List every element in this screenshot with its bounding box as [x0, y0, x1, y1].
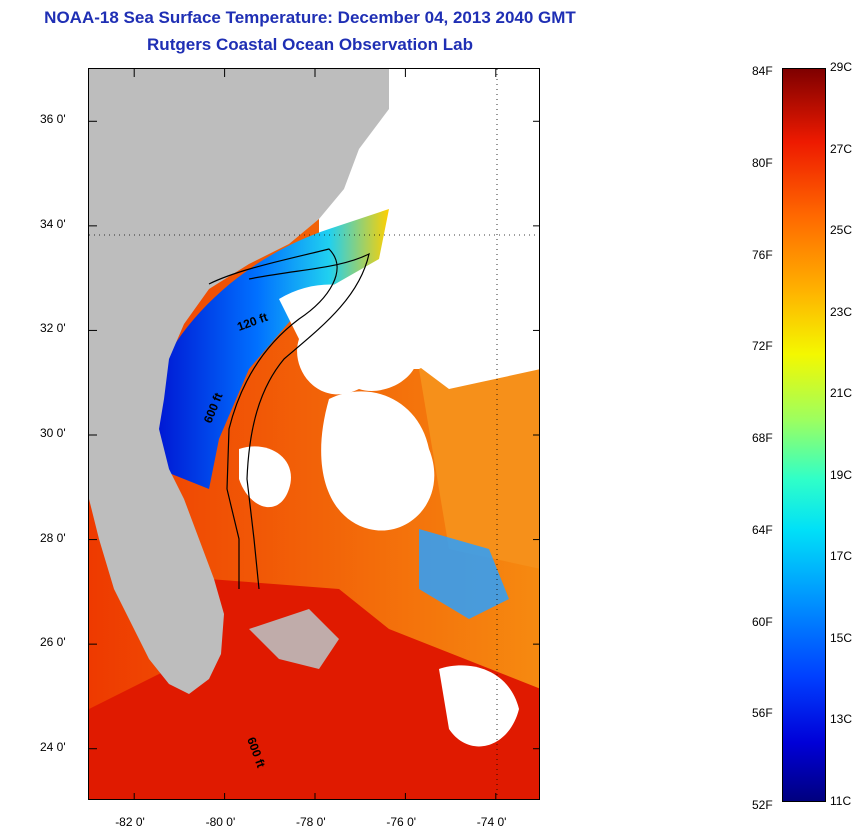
lat-label-4: 28 0' [40, 530, 66, 545]
celsius-label-3: 23C [830, 304, 853, 319]
celsius-label-1: 27C [830, 141, 853, 156]
lat-label-6: 24 0' [40, 739, 66, 754]
fahrenheit-label-1: 80F [752, 155, 773, 170]
lat-label-3: 30 0' [40, 426, 66, 440]
fahrenheit-label-5: 64F [752, 522, 773, 537]
cloud-cover-5 [239, 446, 291, 508]
lon-label-0: -82 0' [115, 815, 145, 829]
lat-label-2: 32 0' [40, 321, 66, 336]
lon-label-1: -80 0' [205, 815, 236, 829]
sst-map: 120 ft 600 ft 600 ft [88, 68, 540, 800]
fahrenheit-label-3: 72F [752, 339, 773, 354]
cold-band [419, 529, 509, 619]
axis-ticks [89, 69, 539, 799]
celsius-label-9: 11C [830, 794, 852, 808]
cloud-cover-3 [389, 259, 539, 389]
contour-600ft [246, 252, 370, 590]
lon-label-4: -74 0' [476, 815, 507, 829]
sst-map-svg: 120 ft 600 ft 600 ft [89, 69, 539, 799]
lon-label-3: -76 0' [386, 815, 417, 829]
cloud-cover-2 [321, 391, 435, 531]
gulf-stream-warm [89, 579, 539, 799]
celsius-label-8: 13C [830, 712, 853, 727]
fahrenheit-label-2: 76F [752, 247, 773, 262]
fahrenheit-label-6: 60F [752, 614, 773, 629]
cold-shelf-water [149, 209, 389, 489]
celsius-label-7: 15C [830, 630, 853, 645]
celsius-label-0: 29C [830, 60, 853, 74]
lat-label-5: 26 0' [40, 635, 66, 650]
land-mass [89, 69, 389, 694]
celsius-label-6: 17C [830, 549, 853, 564]
fahrenheit-label-8: 52F [752, 798, 773, 812]
celsius-label-2: 25C [830, 223, 853, 238]
fahrenheit-label-4: 68F [752, 431, 773, 445]
celsius-label-5: 19C [830, 467, 853, 482]
cloud-cover-1 [279, 284, 419, 395]
lat-label-1: 34 0' [40, 216, 66, 231]
lat-label-0: 36 0' [40, 112, 66, 127]
cloud-cover-4 [439, 665, 519, 747]
lon-label-2: -78 0' [296, 815, 326, 829]
map-subtitle: Rutgers Coastal Ocean Observation Lab [147, 35, 473, 54]
temperature-colorbar [782, 68, 826, 802]
bahamas-bank [249, 609, 339, 669]
fahrenheit-label-7: 56F [752, 706, 773, 721]
graticule [89, 69, 539, 799]
map-title: NOAA-18 Sea Surface Temperature: Decembe… [44, 8, 576, 27]
fahrenheit-label-0: 84F [752, 64, 773, 78]
celsius-label-4: 21C [830, 386, 853, 401]
contour-120ft [208, 248, 338, 589]
